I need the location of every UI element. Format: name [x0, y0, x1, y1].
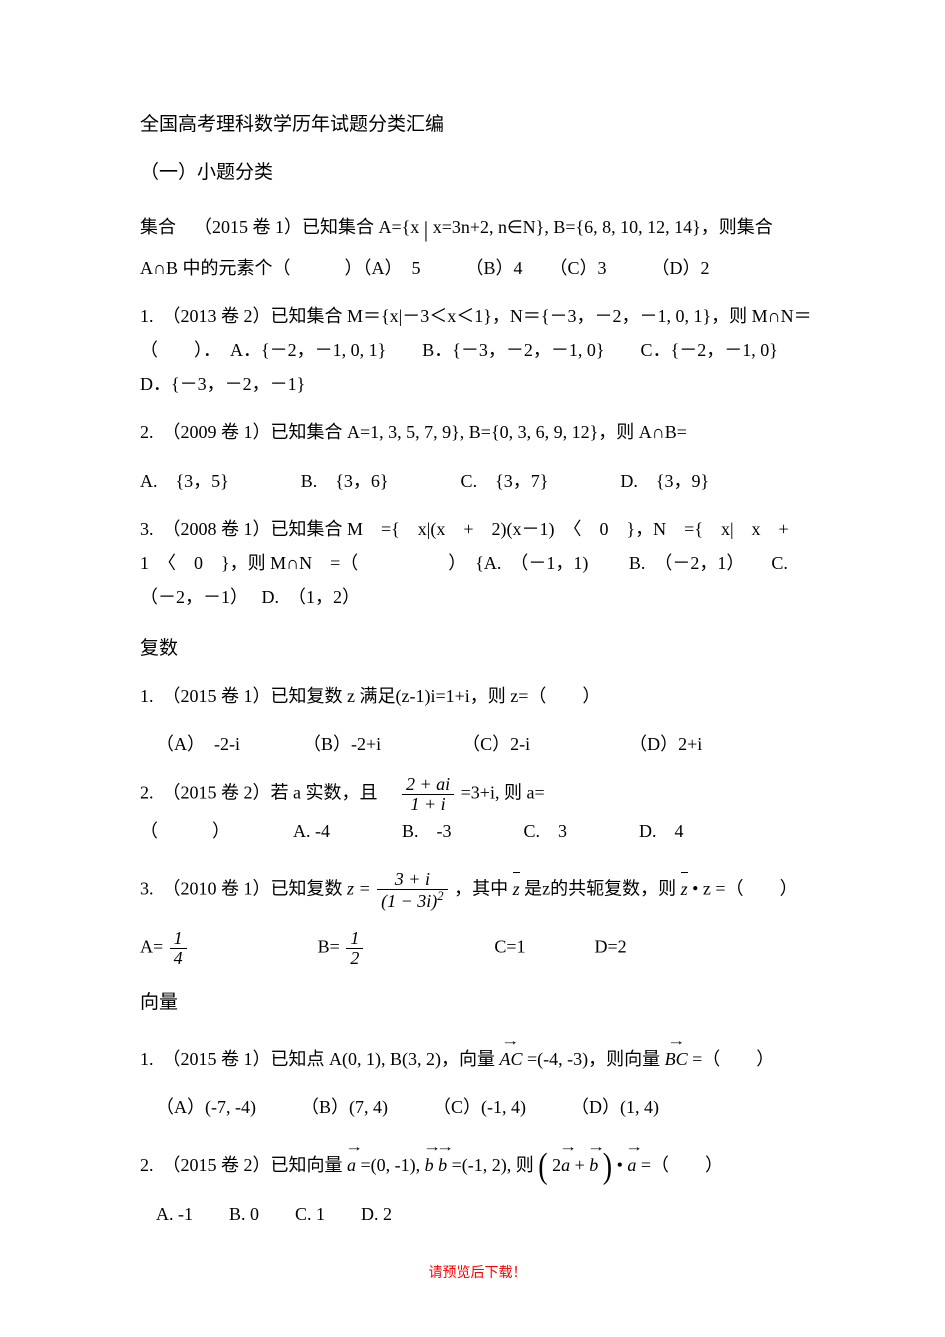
text: 1. （2015 卷 1）已知复数 z 满足(z-1)i=1+i，则 z=（ ） [140, 686, 600, 706]
text: 是z的共轭复数，则 [524, 879, 676, 899]
text: ，其中 [454, 879, 508, 899]
den-exp: 2 [437, 889, 443, 903]
numerator: 1 [170, 929, 187, 949]
den-base: (1 − 3i) [381, 891, 437, 911]
text: =3+i, 则 a= [461, 783, 545, 803]
text: 1. （2015 卷 1）已知点 A(0, 1), B(3, 2)，向量 [140, 1049, 495, 1069]
sets-q3: 3. （2008 卷 1）已知集合 M ={ x|(x + 2)(x－1) 〈 … [140, 512, 815, 615]
sets-q0: 集合 （2015 卷 1）已知集合 A={x | x=3n+2, n∈N}, B… [140, 209, 815, 285]
vectors-label: 向量 [140, 988, 815, 1018]
fraction: 1 4 [170, 929, 187, 968]
text: =(-1, 2), 则 [452, 1155, 534, 1175]
optB-label: B= [318, 936, 340, 956]
complex-q2: 2. （2015 卷 2）若 a 实数，且 2 + ai 1 + i =3+i,… [140, 775, 815, 848]
vectors-q2-opts: A. -1 B. 0 C. 1 D. 2 [140, 1197, 815, 1231]
text: + [575, 1155, 585, 1175]
complex-q1: 1. （2015 卷 1）已知复数 z 满足(z-1)i=1+i，则 z=（ ） [140, 679, 815, 713]
sets-q1: 1. （2013 卷 2）已知集合 M＝{x|－3＜x＜1}，N＝{－3，－2，… [140, 299, 815, 402]
fraction: 1 2 [346, 929, 363, 968]
fraction: 2 + ai 1 + i [402, 775, 454, 814]
complex-q3-opts: A= 1 4 B= 1 2 C=1 D=2 [140, 929, 815, 968]
text: （2015 卷 1）已知集合 A={x [194, 217, 424, 237]
complex-q3: 3. （2010 卷 1）已知复数 z = 3 + i (1 − 3i)2 ，其… [140, 870, 815, 911]
document-page: 全国高考理科数学历年试题分类汇编 （一）小题分类 集合 （2015 卷 1）已知… [0, 0, 945, 1323]
options: （ ） A. -4 B. -3 C. 3 D. 4 [140, 821, 684, 841]
text: • [617, 1155, 623, 1175]
text: =(0, -1), [361, 1155, 425, 1175]
vectors-q2: 2. （2015 卷 2）已知向量 a =(0, -1), b b =(-1, … [140, 1146, 815, 1182]
text: =（ ） [641, 1155, 723, 1175]
numerator: 3 + i [377, 870, 447, 890]
text: z = [347, 879, 371, 899]
z-bar: z [513, 872, 520, 906]
denominator: 1 + i [402, 795, 454, 814]
text: 3. （2010 卷 1）已知复数 [140, 879, 343, 899]
vector-AC: AC [499, 1040, 522, 1076]
denominator: 4 [170, 949, 187, 968]
footer-note: 请预览后下载！ [140, 1261, 815, 1283]
text: A∩B 中的元素个（ ）（A） 5 （B）4 （C）3 （D）2 [140, 258, 710, 278]
doc-title: 全国高考理科数学历年试题分类汇编 [140, 110, 815, 140]
subsection-title: （一）小题分类 [140, 158, 815, 188]
vector-a: a [627, 1146, 636, 1182]
sets-q2: 2. （2009 卷 1）已知集合 A=1, 3, 5, 7, 9}, B={0… [140, 415, 815, 449]
fraction: 3 + i (1 − 3i)2 [377, 870, 447, 911]
denominator: (1 − 3i)2 [377, 890, 447, 911]
text: 2. （2015 卷 2）已知向量 [140, 1155, 343, 1175]
numerator: 1 [346, 929, 363, 949]
complex-q1-opts: （A） -2-i （B）-2+i （C）2-i （D）2+i [140, 727, 815, 761]
vector-BC: BC [665, 1040, 688, 1076]
text: =（ ） [692, 1049, 774, 1069]
denominator: 2 [346, 949, 363, 968]
text: • z =（ ） [692, 879, 797, 899]
optD: D=2 [595, 936, 627, 956]
z-bar: z [681, 872, 688, 906]
vector-a: a [347, 1146, 356, 1182]
text: 2. （2009 卷 1）已知集合 A=1, 3, 5, 7, 9}, B={0… [140, 422, 687, 442]
text: 2. （2015 卷 2）若 a 实数，且 [140, 783, 396, 803]
vectors-q1-opts: （A）(-7, -4) （B）(7, 4) （C）(-1, 4) （D）(1, … [140, 1090, 815, 1124]
optC: C=1 [494, 936, 525, 956]
complex-label: 复数 [140, 634, 815, 664]
vector-a: a [561, 1146, 570, 1182]
optA-label: A= [140, 936, 163, 956]
vector-b: b [438, 1146, 447, 1182]
text: x=3n+2, n∈N}, B={6, 8, 10, 12, 14}，则集合 [433, 217, 773, 237]
text: =(-4, -3)，则向量 [527, 1049, 660, 1069]
vector-b: b [425, 1146, 434, 1182]
vector-b: b [589, 1146, 598, 1182]
sets-q2-opts: A. {3，5} B. {3，6} C. {3，7} D. {3，9} [140, 464, 815, 498]
vectors-q1: 1. （2015 卷 1）已知点 A(0, 1), B(3, 2)，向量 AC … [140, 1040, 815, 1076]
numerator: 2 + ai [402, 775, 454, 795]
sets-label: 集合 [140, 217, 176, 237]
